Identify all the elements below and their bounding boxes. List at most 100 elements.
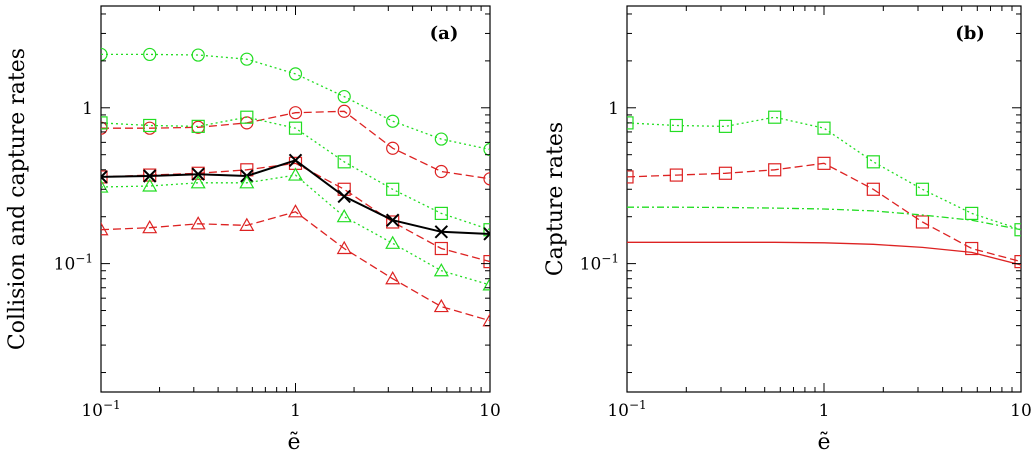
y-axis-title-a: Collision and capture rates bbox=[5, 48, 30, 350]
data-point bbox=[768, 110, 782, 124]
x-tick-label: 10 bbox=[479, 401, 501, 421]
data-point bbox=[1014, 255, 1021, 269]
data-point bbox=[627, 170, 634, 184]
data-point bbox=[336, 240, 352, 255]
data-point bbox=[287, 167, 304, 181]
data-point bbox=[386, 114, 400, 128]
data-point bbox=[483, 172, 490, 186]
data-point bbox=[239, 175, 255, 189]
series-line-green-circle bbox=[101, 53, 490, 151]
data-point bbox=[337, 189, 351, 204]
data-point bbox=[101, 116, 108, 130]
data-point bbox=[385, 235, 401, 249]
series-line-green-square bbox=[101, 116, 490, 231]
data-point bbox=[1014, 223, 1021, 237]
y-tick-label: 1 bbox=[82, 99, 93, 119]
data-point bbox=[483, 255, 490, 269]
x-tick-label: 10−1 bbox=[607, 398, 646, 421]
panel-b: 10−1 1 10 1 10−1 (b) ẽ Capture rates bbox=[543, 5, 1032, 455]
data-point bbox=[288, 106, 303, 120]
data-point bbox=[385, 270, 401, 285]
series-green-square bbox=[627, 110, 1021, 237]
data-point bbox=[669, 168, 683, 182]
panel-label-b: (b) bbox=[955, 23, 985, 44]
panel-a: 10−1 1 10 1 10−1 (a) ẽ Collision and capture… bbox=[5, 5, 501, 455]
series-line-red-circle bbox=[101, 110, 490, 180]
data-point bbox=[915, 215, 930, 229]
data-point bbox=[143, 47, 157, 62]
data-point bbox=[817, 121, 831, 135]
data-point bbox=[866, 182, 880, 196]
data-point bbox=[817, 156, 831, 170]
data-point bbox=[142, 219, 158, 234]
data-point bbox=[483, 227, 490, 241]
series-green-theory bbox=[627, 206, 1021, 231]
data-point bbox=[768, 163, 782, 177]
y-tick-label: 10−1 bbox=[54, 252, 93, 275]
data-point bbox=[101, 47, 108, 62]
plot-area-a bbox=[101, 47, 490, 327]
data-point bbox=[627, 116, 634, 130]
data-point bbox=[866, 155, 880, 169]
series-line-black-cross bbox=[101, 159, 490, 235]
data-point bbox=[434, 225, 449, 239]
data-point bbox=[386, 141, 400, 155]
plot-frame-a bbox=[100, 5, 491, 393]
data-point bbox=[385, 213, 400, 227]
data-point bbox=[143, 118, 157, 133]
data-point bbox=[433, 263, 449, 277]
data-point bbox=[915, 182, 930, 196]
x-axis-title-b: ẽ bbox=[817, 430, 830, 455]
series-red-theory bbox=[627, 241, 1021, 266]
data-point bbox=[434, 132, 448, 146]
data-point bbox=[337, 155, 351, 169]
series-line-red-square bbox=[627, 162, 1021, 263]
series-black-cross bbox=[101, 153, 490, 241]
data-point bbox=[337, 104, 351, 118]
series-green-square bbox=[101, 110, 490, 237]
data-point bbox=[965, 241, 979, 256]
data-point bbox=[287, 204, 304, 218]
series-red-square bbox=[627, 156, 1021, 269]
data-point bbox=[965, 206, 979, 221]
panel-label-a: (a) bbox=[430, 23, 459, 44]
data-point bbox=[191, 166, 205, 180]
data-point bbox=[386, 182, 400, 196]
data-point bbox=[482, 277, 490, 291]
data-point bbox=[336, 208, 352, 223]
data-point bbox=[433, 298, 449, 313]
data-point bbox=[288, 67, 303, 81]
data-point bbox=[434, 241, 448, 256]
data-point bbox=[288, 153, 303, 168]
plot-area-b bbox=[627, 110, 1021, 269]
data-point bbox=[101, 222, 109, 236]
x-tick-label: 1 bbox=[290, 401, 301, 421]
series-line-green-theory bbox=[627, 206, 1021, 231]
data-point bbox=[718, 166, 733, 180]
ticks-a: 10−1 1 10 1 10−1 bbox=[54, 6, 501, 421]
series-line-green-triangle bbox=[101, 174, 490, 286]
data-point bbox=[434, 206, 448, 221]
data-point bbox=[101, 179, 109, 193]
series-line-red-triangle bbox=[101, 211, 490, 322]
ticks-b: 10−1 1 10 1 10−1 bbox=[580, 6, 1032, 421]
y-tick-label: 10−1 bbox=[580, 252, 619, 275]
data-point bbox=[288, 121, 303, 135]
data-point bbox=[239, 217, 255, 231]
series-line-green-square bbox=[627, 116, 1021, 231]
x-tick-label: 10−1 bbox=[81, 398, 120, 421]
x-tick-label: 1 bbox=[819, 401, 830, 421]
data-point bbox=[191, 119, 205, 133]
x-tick-label: 10 bbox=[1010, 401, 1032, 421]
data-point bbox=[142, 169, 157, 183]
y-tick-label: 1 bbox=[608, 99, 619, 119]
data-point bbox=[190, 216, 206, 230]
data-point bbox=[483, 142, 490, 157]
series-green-triangle bbox=[101, 167, 490, 291]
data-point bbox=[483, 223, 490, 237]
data-point bbox=[434, 164, 448, 179]
data-point bbox=[191, 167, 205, 181]
data-point bbox=[718, 119, 733, 133]
y-axis-title-b: Capture rates bbox=[543, 122, 568, 276]
